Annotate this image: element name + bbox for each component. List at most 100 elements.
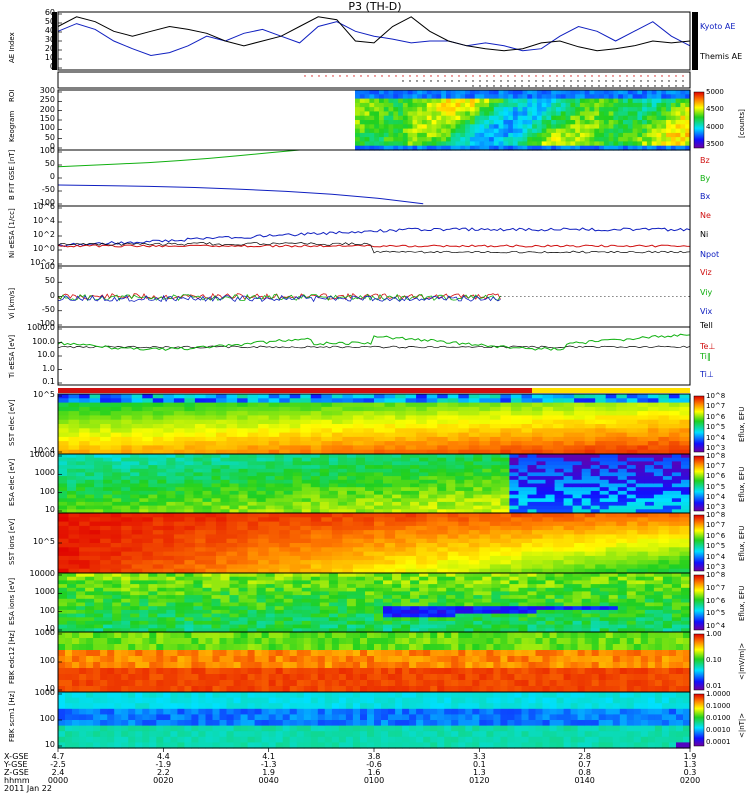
heatmap-cell: [572, 595, 583, 600]
heatmap-cell: [500, 509, 510, 514]
heatmap-cell: [666, 102, 672, 108]
heatmap-cell: [300, 538, 312, 544]
heatmap-cell: [100, 555, 112, 561]
heatmap-cell: [479, 428, 491, 434]
heatmap-cell: [599, 102, 605, 108]
heatmap-cell: [89, 560, 101, 565]
heatmap-cell: [416, 441, 428, 446]
heatmap-cell: [545, 465, 556, 470]
heatmap-cell: [455, 115, 461, 121]
heatmap-cell: [419, 457, 429, 462]
heatmap-cell: [446, 98, 452, 104]
heatmap-cell: [500, 483, 510, 488]
heatmap-cell: [301, 606, 312, 611]
heatmap-cell: [384, 441, 396, 446]
heatmap-cell: [508, 124, 514, 130]
heatmap-cell: [184, 487, 194, 492]
heatmap-cell: [574, 441, 586, 446]
heatmap-cell: [393, 124, 399, 130]
heatmap-cell: [292, 461, 303, 466]
heatmap-cell: [419, 613, 429, 618]
heatmap-cell: [464, 609, 474, 615]
heatmap-cell: [328, 457, 339, 462]
heatmap-cell: [656, 111, 662, 117]
roi-dot: [402, 75, 404, 77]
heatmap-cell: [401, 617, 411, 622]
heatmap-cell: [521, 525, 533, 531]
heatmap-cell: [58, 479, 68, 485]
heatmap-cell: [121, 476, 131, 481]
heatmap-cell: [437, 465, 447, 470]
heatmap-cell: [521, 419, 533, 425]
heatmap-cell: [503, 102, 509, 108]
heatmap-cell: [556, 115, 562, 121]
heatmap-cell: [383, 102, 390, 108]
heatmap-cell: [468, 436, 480, 442]
heatmap-cell: [331, 419, 343, 425]
roi-dot: [507, 80, 509, 82]
heatmap-cell: [112, 494, 122, 499]
heatmap-cell: [395, 521, 407, 527]
heatmap-cell: [489, 547, 501, 553]
heatmap-cell: [392, 454, 402, 459]
heatmap-cell: [579, 120, 586, 125]
heatmap-cell: [268, 555, 280, 561]
heatmap-cell: [590, 490, 601, 496]
heatmap-cell: [572, 476, 583, 481]
heatmap-cell: [617, 505, 628, 510]
heatmap-cell: [139, 505, 149, 510]
heatmap-cell: [658, 534, 670, 540]
heatmap-cell: [355, 472, 366, 477]
heatmap-cell: [473, 620, 483, 626]
heatmap-cell: [422, 90, 428, 95]
heatmap-cell: [518, 624, 529, 629]
heatmap-cell: [216, 411, 228, 416]
heatmap-cell: [405, 411, 417, 416]
heatmap-cell: [363, 441, 375, 446]
heatmap-cell: [527, 120, 533, 125]
heatmap-cell: [473, 509, 483, 514]
heatmap-cell: [563, 490, 574, 496]
heatmap-cell: [617, 501, 628, 507]
heatmap-cell: [626, 573, 637, 578]
heatmap-cell: [395, 432, 407, 438]
heatmap-cell: [656, 141, 662, 147]
heatmap-cell: [521, 428, 533, 434]
heatmap-cell: [393, 111, 399, 117]
heatmap-cell: [465, 132, 471, 138]
heatmap-cell: [175, 580, 185, 585]
heatmap-cell: [226, 568, 238, 574]
heatmap-cell: [484, 128, 490, 134]
heatmap-cell: [383, 124, 390, 130]
heatmap-cell: [574, 398, 586, 404]
heatmap-cell: [166, 624, 176, 629]
heatmap-cell: [512, 124, 519, 130]
heatmap-cell: [410, 584, 420, 589]
heatmap-cell: [518, 501, 529, 507]
heatmap-cell: [193, 624, 203, 629]
heatmap-cell: [565, 128, 571, 134]
heatmap-cell: [613, 132, 619, 138]
heatmap-cell: [194, 564, 206, 570]
heatmap-cell: [319, 461, 330, 466]
heatmap-cell: [522, 98, 528, 104]
heatmap-cell: [541, 115, 548, 121]
heatmap-cell: [220, 587, 231, 593]
heatmap-cell: [668, 424, 680, 429]
heatmap-cell: [482, 487, 492, 492]
heatmap-cell: [175, 617, 185, 622]
heatmap-cell: [300, 568, 312, 574]
heatmap-cell: [328, 472, 339, 477]
heatmap-cell: [328, 461, 339, 466]
heatmap-cell: [484, 94, 490, 100]
heatmap-cell: [247, 476, 258, 481]
heatmap-cell: [321, 534, 333, 540]
heatmap-cell: [68, 560, 80, 565]
heatmap-cell: [342, 394, 354, 399]
heatmap-cell: [393, 107, 399, 112]
heatmap-cell: [416, 555, 428, 561]
heatmap-cell: [416, 568, 428, 574]
heatmap-cell: [590, 461, 601, 466]
heatmap-cell: [581, 457, 592, 462]
heatmap-cell: [589, 111, 595, 117]
